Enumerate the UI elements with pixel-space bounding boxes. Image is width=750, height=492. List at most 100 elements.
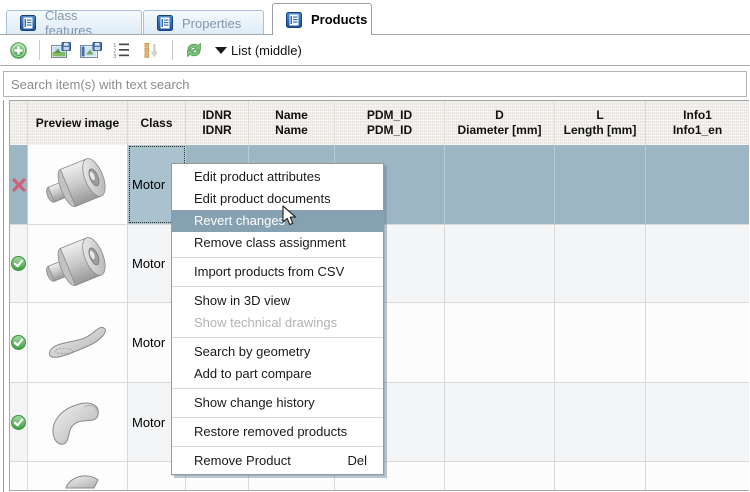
column-header-class[interactable]: Class [128, 101, 186, 145]
length-cell[interactable] [555, 145, 646, 224]
preview-cell[interactable] [28, 303, 128, 382]
tab-products[interactable]: Products [272, 3, 372, 35]
menu-item-show-in-3d-view[interactable]: Show in 3D view [172, 290, 383, 312]
menu-item-remove-class-assignment[interactable]: Remove class assignment [172, 232, 383, 254]
class-cell[interactable] [128, 462, 186, 490]
menu-separator [172, 388, 383, 389]
menu-item-show-technical-drawings: Show technical drawings [172, 312, 383, 334]
menu-separator [172, 257, 383, 258]
menu-item-import-products-from-csv[interactable]: Import products from CSV [172, 261, 383, 283]
column-header-sublabel: Info1_en [672, 123, 723, 137]
menu-item-label: Search by geometry [194, 344, 311, 359]
sort-descending-button[interactable] [140, 39, 162, 61]
tab-label: Products [311, 12, 368, 27]
menu-item-label: Show in 3D view [194, 293, 291, 308]
length-cell[interactable] [555, 225, 646, 302]
length-cell[interactable] [555, 303, 646, 382]
import-image-icon [51, 41, 71, 58]
column-header-status[interactable] [10, 101, 28, 145]
column-header-preview[interactable]: Preview image [28, 101, 128, 145]
menu-item-show-change-history[interactable]: Show change history [172, 392, 383, 414]
menu-separator [172, 286, 383, 287]
refresh-button[interactable] [183, 39, 205, 61]
info1-cell[interactable] [646, 303, 749, 382]
menu-item-label: Import products from CSV [194, 264, 345, 279]
tabstrip-bottom-border [0, 34, 750, 35]
class-value: Motor [132, 256, 166, 271]
menu-item-restore-removed-products[interactable]: Restore removed products [172, 421, 383, 443]
preview-image-elbow [52, 402, 99, 445]
menu-item-edit-product-attributes[interactable]: Edit product attributes [172, 166, 383, 188]
diameter-cell[interactable] [445, 145, 555, 224]
ok-status-icon [11, 256, 26, 271]
menu-item-add-to-part-compare[interactable]: Add to part compare [172, 363, 383, 385]
column-header-info1[interactable]: Info1 Info1_en [646, 101, 749, 145]
diameter-cell[interactable] [445, 462, 555, 490]
length-cell[interactable] [555, 462, 646, 490]
column-header-label: D [495, 108, 504, 122]
preview-cell[interactable] [28, 225, 128, 302]
pdm-id-cell[interactable] [335, 383, 445, 461]
idnr-cell[interactable] [186, 462, 249, 490]
column-header-idnr[interactable]: IDNR IDNR [186, 101, 249, 145]
preview-cell[interactable] [28, 383, 128, 461]
add-icon [9, 41, 27, 59]
column-header-label: IDNR [202, 108, 232, 122]
info1-cell[interactable] [646, 145, 749, 224]
pdm-id-cell[interactable] [335, 303, 445, 382]
status-cell [10, 145, 28, 224]
column-header-length[interactable]: L Length [mm] [555, 101, 646, 145]
column-header-name[interactable]: Name Name [249, 101, 335, 145]
column-header-sublabel: IDNR [202, 123, 232, 137]
products-toolbar: 1 2 3 List (middle) [0, 35, 750, 66]
tab-properties[interactable]: Properties [143, 10, 264, 35]
add-product-button[interactable] [7, 39, 29, 61]
numbered-list-button[interactable]: 1 2 3 [110, 39, 132, 61]
column-header-sublabel: Diameter [mm] [457, 123, 542, 137]
menu-item-edit-product-documents[interactable]: Edit product documents [172, 188, 383, 210]
toolbar-separator [39, 40, 40, 60]
search-input[interactable] [3, 71, 747, 97]
diameter-cell[interactable] [445, 383, 555, 461]
tab-class-features[interactable]: Class features [6, 8, 142, 38]
column-header-label: PDM_ID [366, 108, 413, 122]
status-cell [10, 225, 28, 302]
info1-cell[interactable] [646, 225, 749, 302]
menu-item-remove-product[interactable]: Remove Product Del [172, 450, 383, 472]
menu-item-label: Show technical drawings [194, 315, 338, 330]
preview-cell[interactable] [28, 462, 128, 490]
pdm-id-cell[interactable] [335, 462, 445, 490]
menu-item-label: Remove Product [194, 453, 291, 468]
column-header-diameter[interactable]: D Diameter [mm] [445, 101, 555, 145]
info1-cell[interactable] [646, 383, 749, 461]
preview-image-motor [45, 157, 106, 207]
menu-item-label: Add to part compare [194, 366, 312, 381]
view-mode-dropdown[interactable]: List (middle) [213, 43, 302, 58]
class-value: Motor [132, 335, 166, 350]
name-cell[interactable] [249, 462, 335, 490]
column-header-label: Info1 [683, 108, 712, 122]
diameter-cell[interactable] [445, 225, 555, 302]
ok-status-icon [11, 414, 26, 430]
pdm-id-cell[interactable] [335, 225, 445, 302]
diameter-cell[interactable] [445, 303, 555, 382]
toolbar-separator [172, 40, 173, 60]
export-image-button[interactable] [80, 39, 102, 61]
info1-cell[interactable] [646, 462, 749, 490]
pdm-id-cell[interactable] [335, 145, 445, 224]
length-cell[interactable] [555, 383, 646, 461]
form-icon [20, 15, 36, 31]
menu-item-shortcut: Del [347, 453, 367, 468]
column-header-pdm-id[interactable]: PDM_ID PDM_ID [335, 101, 445, 145]
svg-text:1: 1 [113, 43, 117, 49]
status-cell [10, 383, 28, 461]
product-context-menu: Edit product attributes Edit product doc… [171, 163, 384, 475]
svg-text:3: 3 [113, 54, 117, 58]
menu-item-revert-changes[interactable]: Revert changes [172, 210, 383, 232]
column-header-label: Preview image [35, 115, 120, 130]
numbered-list-icon: 1 2 3 [113, 43, 129, 58]
import-image-button[interactable] [50, 39, 72, 61]
table-header-row: Preview image Class IDNR IDNR Name Name … [10, 101, 749, 145]
menu-item-search-by-geometry[interactable]: Search by geometry [172, 341, 383, 363]
preview-cell[interactable] [28, 145, 128, 224]
